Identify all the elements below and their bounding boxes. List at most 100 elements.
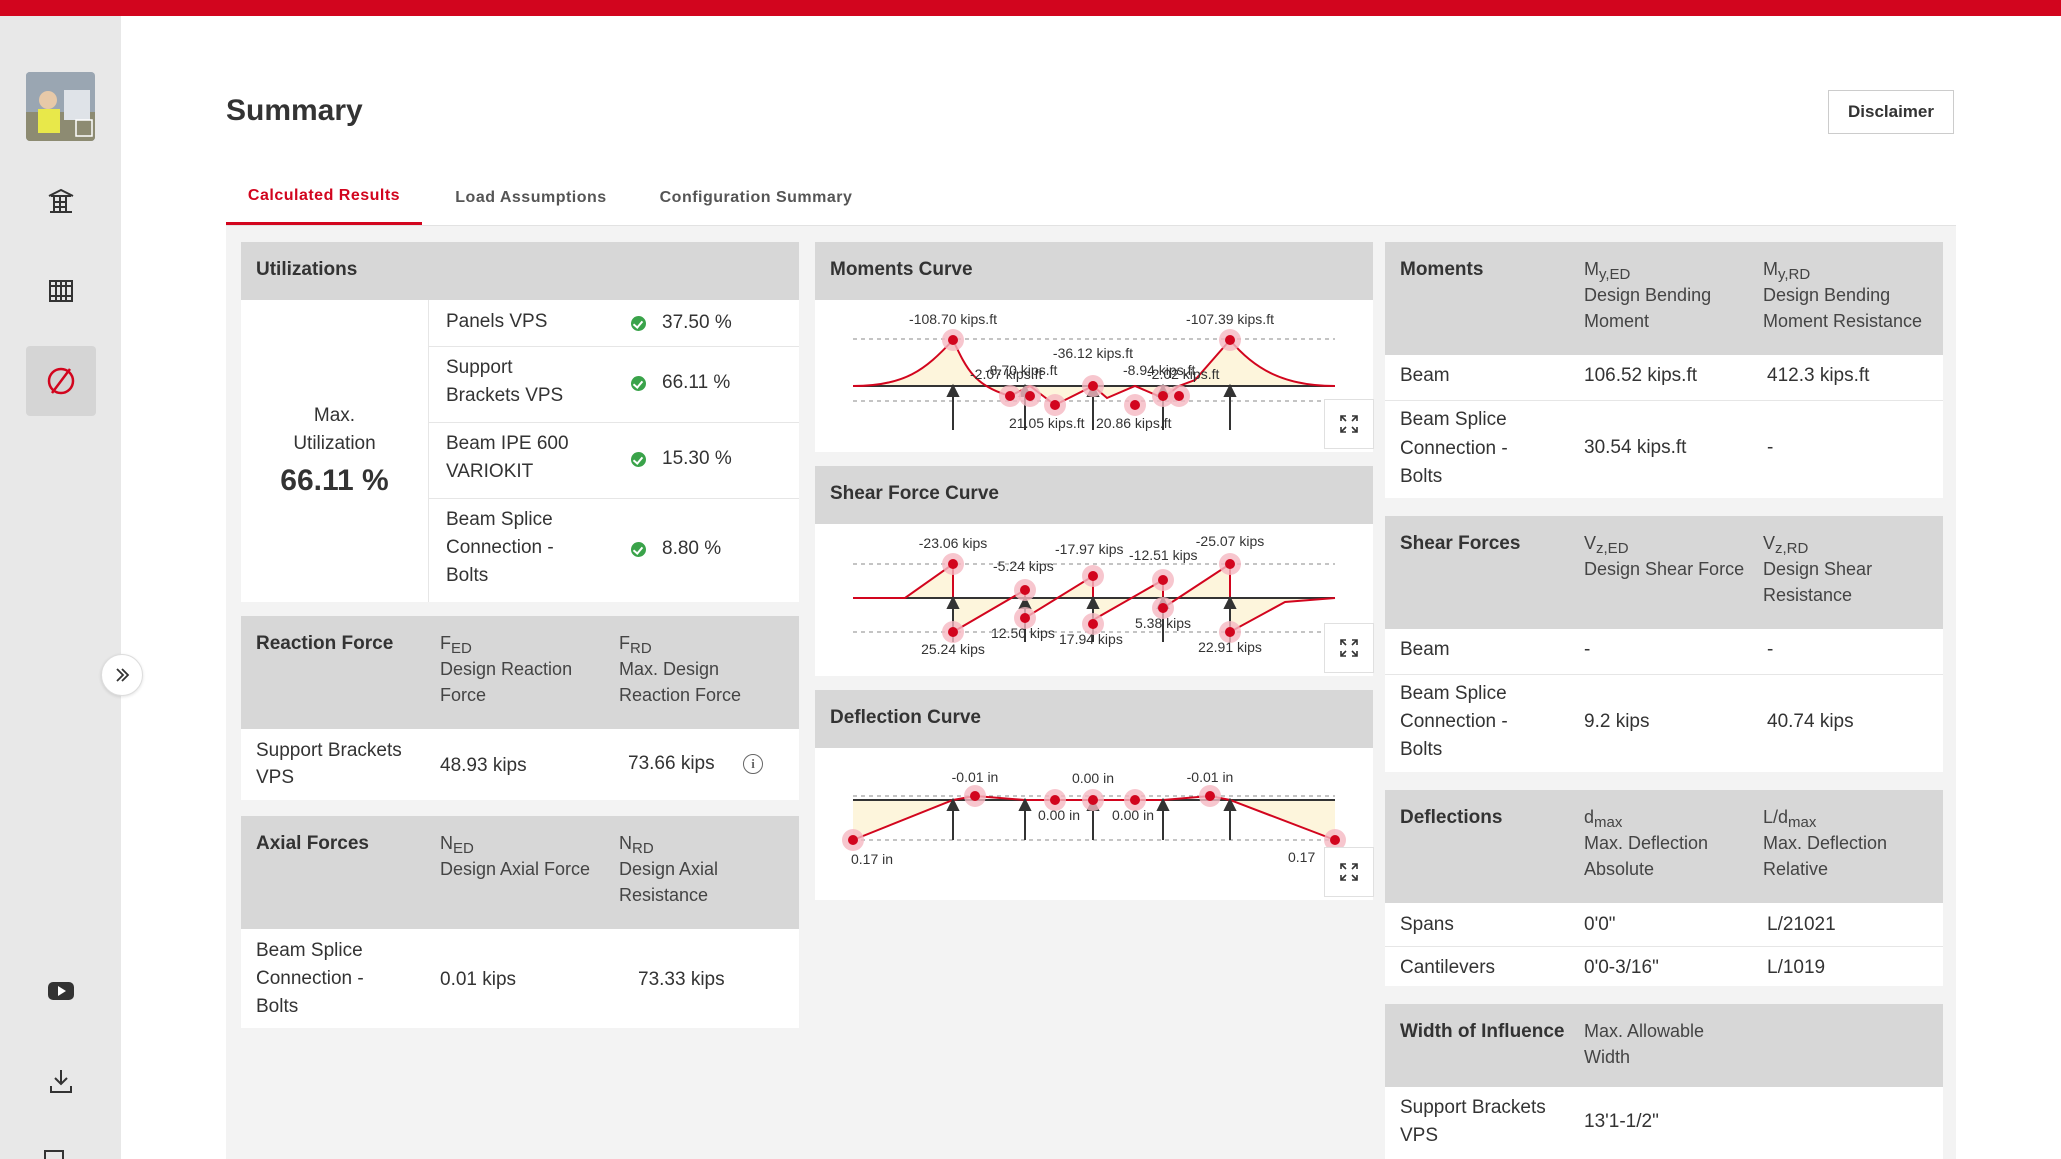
deflections-row-1-v1: 0'0" [1584, 914, 1616, 935]
deflection-curve-chart: -0.01 in 0.00 in -0.01 in 0.00 in 0.00 i… [842, 769, 1346, 867]
page-title: Summary [226, 94, 363, 127]
expand-icon[interactable] [1324, 399, 1374, 449]
util-row-3-value: 15.30 % [662, 448, 732, 469]
info-icon[interactable]: i [743, 754, 763, 774]
shear-forces-title: Shear Forces [1400, 533, 1521, 554]
width-row-name-2: VPS [1400, 1125, 1439, 1146]
v-ed-desc-1: Design Shear Force [1584, 559, 1745, 579]
reaction-f-rd-value: 73.66 kips [628, 753, 715, 774]
util-row-3-name-1: Beam IPE 600 [446, 433, 569, 454]
reaction-f-ed-value: 48.93 kips [440, 755, 527, 776]
project-avatar[interactable] [26, 72, 95, 141]
download-icon[interactable] [44, 1064, 78, 1098]
width-row-value: 13'1-1/2" [1584, 1111, 1659, 1132]
check-icon [631, 316, 646, 331]
row-divider [428, 498, 799, 499]
moments-header: Moments My,ED Design Bending Moment My,R… [1385, 242, 1943, 355]
max-utilization-label-1: Max. [313, 405, 356, 426]
shear-force-curve-card: Shear Force Curve [815, 466, 1374, 676]
n-ed-symbol: NED [440, 833, 474, 857]
shear-label: 17.94 kips [1059, 631, 1123, 647]
width-desc-2: Width [1584, 1047, 1631, 1067]
row-divider [428, 422, 799, 423]
axial-forces-header: Axial Forces NED Design Axial Force NRD … [241, 816, 799, 929]
utilizations-title: Utilizations [256, 259, 358, 280]
max-utilization-value: 66.11 % [280, 464, 389, 497]
formwork-icon[interactable] [44, 274, 78, 308]
v-rd-desc-2: Resistance [1763, 585, 1853, 605]
m-rd-desc-2: Moment Resistance [1763, 311, 1923, 331]
tab-load-assumptions[interactable]: Load Assumptions [455, 188, 607, 206]
results-area: Utilizations Max. Utilization 66.11 % Pa… [226, 226, 1956, 1159]
shear-label: -25.07 kips [1196, 533, 1264, 549]
moments-card: Moments My,ED Design Bending Moment My,R… [1385, 242, 1943, 498]
reaction-force-title: Reaction Force [256, 633, 394, 654]
shear-force-curve-title: Shear Force Curve [830, 483, 999, 504]
width-desc-1: Max. Allowable [1584, 1021, 1705, 1041]
panel-icon[interactable] [44, 1150, 64, 1159]
d-max-desc-1: Max. Deflection [1584, 833, 1709, 853]
check-icon [631, 376, 646, 391]
deflections-card: Deflections dmax Max. Deflection Absolut… [1385, 790, 1943, 986]
shear-label: 22.91 kips [1198, 639, 1262, 655]
check-icon [631, 542, 646, 557]
shear-label: -5.24 kips [993, 558, 1054, 574]
v-ed-symbol: Vz,ED [1584, 533, 1629, 557]
reaction-row-name-1: Support Brackets [256, 740, 402, 761]
axial-row-name-3: Bolts [256, 996, 299, 1017]
expand-icon[interactable] [1324, 847, 1374, 897]
tab-bar: Calculated Results Load Assumptions Conf… [226, 170, 1956, 226]
tab-configuration-summary[interactable]: Configuration Summary [659, 188, 853, 206]
building-icon[interactable] [44, 184, 78, 218]
moment-label: -2.02 kips.ft [1147, 366, 1219, 382]
disclaimer-button[interactable]: Disclaimer [1828, 90, 1954, 134]
shear-row-2-name-1: Beam Splice [1400, 683, 1507, 704]
axial-forces-card: Axial Forces NED Design Axial Force NRD … [241, 816, 799, 1028]
utilizations-header: Utilizations [241, 242, 799, 300]
width-of-influence-card: Width of Influence Max. Allowable Width … [1385, 1004, 1943, 1159]
m-rd-desc-1: Design Bending [1763, 285, 1891, 305]
expand-icon[interactable] [1324, 623, 1374, 673]
moments-title: Moments [1400, 259, 1484, 280]
shear-label: 5.38 kips [1135, 615, 1191, 631]
row-divider [1385, 946, 1943, 947]
moment-label: 21.05 kips.ft [1009, 415, 1085, 431]
deflection-curve-header: Deflection Curve [815, 690, 1373, 748]
deflection-label: 0.17 [1288, 849, 1315, 865]
moments-row-2-name-3: Bolts [1400, 466, 1443, 487]
tab-calculated-results[interactable]: Calculated Results [226, 170, 422, 225]
deflection-label: 0.00 in [1038, 807, 1080, 823]
deflections-title: Deflections [1400, 807, 1503, 828]
deflection-curve-title: Deflection Curve [830, 707, 981, 728]
row-divider [1385, 674, 1943, 675]
n-rd-symbol: NRD [619, 833, 654, 857]
deflection-label: -0.01 in [1187, 769, 1234, 785]
util-row-4-value: 8.80 % [662, 538, 722, 559]
width-of-influence-title: Width of Influence [1400, 1021, 1565, 1042]
deflection-curve-card: Deflection Curve [815, 690, 1374, 900]
moments-row-2-name-1: Beam Splice [1400, 409, 1507, 430]
f-rd-desc-1: Max. Design [619, 659, 720, 679]
d-max-desc-2: Absolute [1584, 859, 1655, 879]
f-ed-symbol: FED [440, 633, 472, 657]
n-rd-desc-2: Resistance [619, 885, 709, 905]
shear-label: -12.51 kips [1129, 547, 1197, 563]
util-row-1-name: Panels VPS [446, 311, 548, 332]
n-ed-desc-1: Design Axial Force [440, 859, 591, 879]
no-symbol-icon[interactable] [26, 346, 96, 416]
moments-curve-chart: -108.70 kips.ft -107.39 kips.ft -36.12 k… [852, 311, 1336, 431]
moment-label: -2.07 kips.ft [970, 366, 1042, 382]
shear-forces-card: Shear Forces Vz,ED Design Shear Force Vz… [1385, 516, 1943, 772]
expand-sidebar-button[interactable] [101, 654, 143, 696]
reaction-force-card: Reaction Force FED Design Reaction Force… [241, 616, 799, 800]
axial-n-ed-value: 0.01 kips [440, 969, 517, 990]
deflections-header: Deflections dmax Max. Deflection Absolut… [1385, 790, 1943, 903]
moments-row-2-v2: - [1767, 437, 1774, 458]
f-ed-desc-2: Force [440, 685, 487, 705]
deflection-label: 0.00 in [1112, 807, 1154, 823]
youtube-icon[interactable] [44, 976, 78, 1006]
moments-curve-header: Moments Curve [815, 242, 1373, 300]
shear-row-1-name: Beam [1400, 639, 1450, 660]
moments-row-2-name-2: Connection - [1400, 438, 1508, 459]
moments-row-1-v2: 412.3 kips.ft [1767, 365, 1870, 386]
